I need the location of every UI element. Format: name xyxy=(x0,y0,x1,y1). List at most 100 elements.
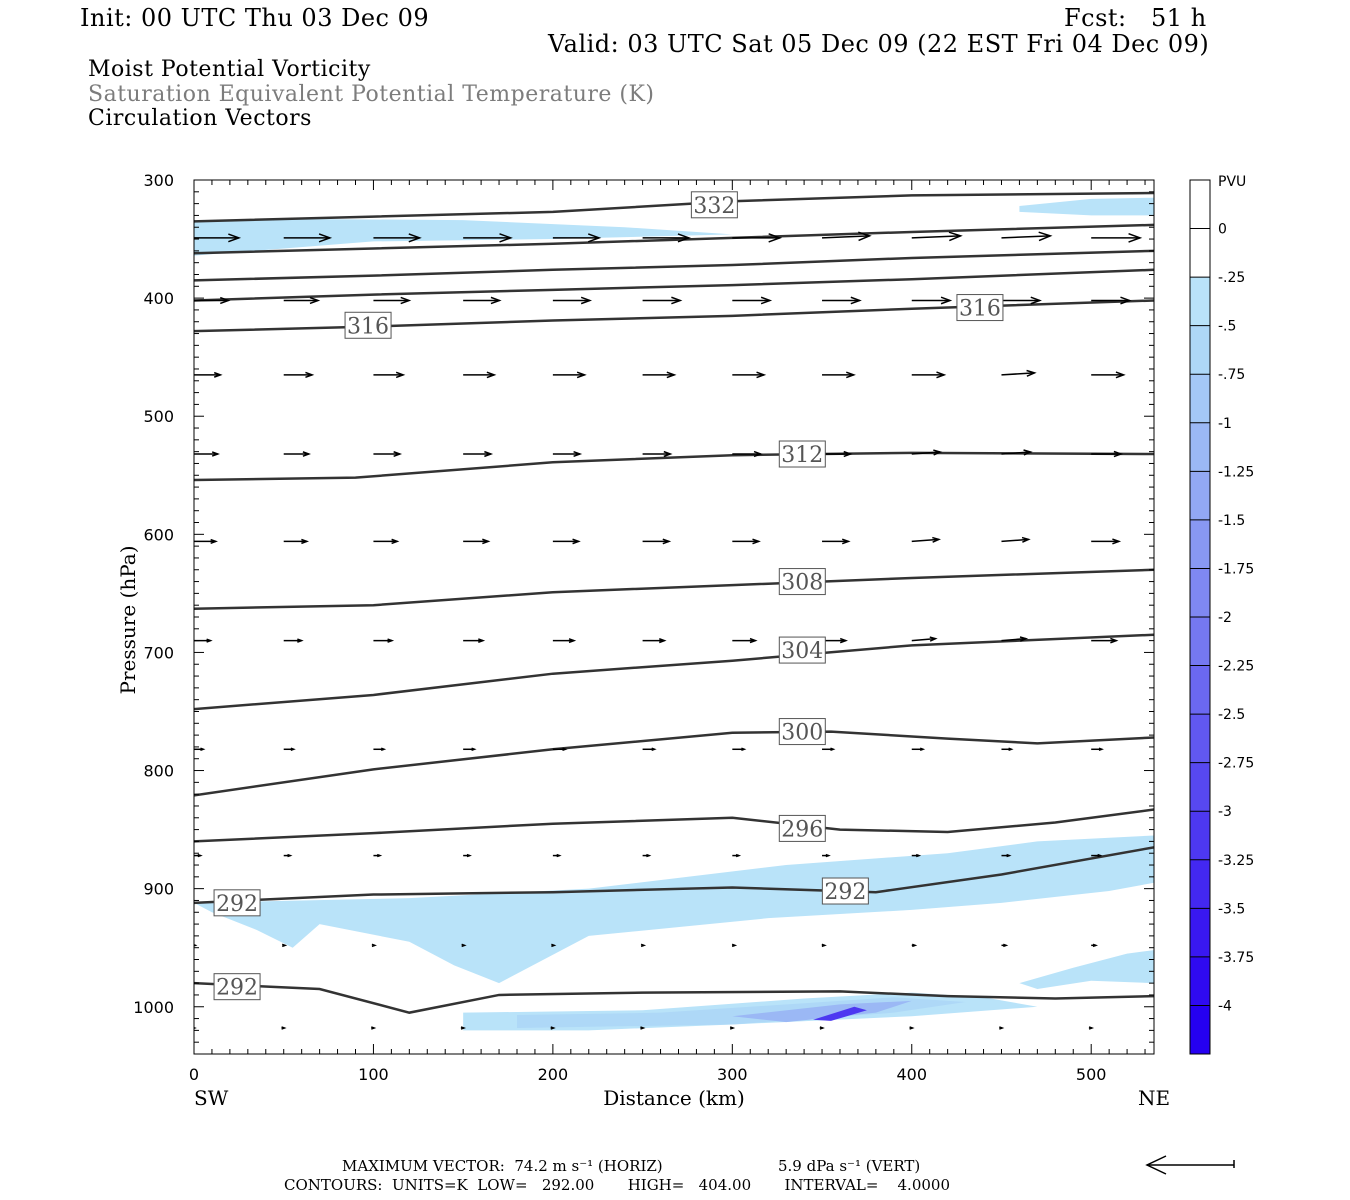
wind-vector xyxy=(283,638,304,643)
wind-vector-head xyxy=(841,538,851,545)
contour-label-text: 312 xyxy=(781,443,823,468)
wind-vector-head xyxy=(830,747,836,752)
wind-vector xyxy=(194,538,218,544)
wind-vector-head xyxy=(749,637,758,644)
max-vector-text: MAXIMUM VECTOR: 74.2 m s⁻¹ (HORIZ) xyxy=(342,1157,663,1175)
wind-vector-head xyxy=(768,233,783,243)
wind-vector-shaft xyxy=(1001,235,1051,239)
wind-vector-head xyxy=(1113,450,1124,458)
contour-label: 292 xyxy=(213,973,261,1001)
max-vector-arrow xyxy=(1145,1155,1235,1175)
wind-vector-head xyxy=(482,538,491,545)
wind-vector-head xyxy=(1003,943,1009,948)
wind-vector-head xyxy=(1023,449,1033,456)
wind-vector-head xyxy=(677,233,691,243)
wind-vector-shaft xyxy=(911,538,939,543)
wind-vector xyxy=(642,638,667,644)
wind-vector xyxy=(1091,747,1104,752)
wind-vector-head xyxy=(1006,853,1012,858)
wind-vector-head xyxy=(309,296,321,305)
wind-vector xyxy=(999,1026,1005,1030)
wind-vector-head xyxy=(281,943,288,948)
y-tick-label: 300 xyxy=(143,171,174,190)
wind-vector xyxy=(463,747,477,752)
wind-vector xyxy=(194,853,203,858)
y-tick-label: 400 xyxy=(143,289,174,308)
wind-vector-head xyxy=(850,296,862,305)
wind-vector-shaft xyxy=(1001,451,1031,455)
x-endpoint-right: NE xyxy=(1138,1086,1170,1110)
wind-vector xyxy=(1001,369,1037,377)
wind-vector xyxy=(1091,538,1122,545)
colorbar-label: -3.25 xyxy=(1218,853,1254,869)
wind-vector xyxy=(911,296,953,305)
wind-vector xyxy=(822,296,862,305)
contour-line-292 xyxy=(194,981,1154,1014)
wind-vector-head xyxy=(1115,371,1126,379)
wind-vector xyxy=(283,451,311,457)
colorbar-label: -2.75 xyxy=(1218,756,1254,772)
colorbar-bin xyxy=(1190,180,1210,230)
wind-vector-head xyxy=(568,638,577,644)
wind-vector xyxy=(463,638,486,644)
wind-vector xyxy=(1001,536,1031,543)
wind-vector-head xyxy=(580,296,593,305)
wind-vector xyxy=(642,450,673,458)
wind-vector-head xyxy=(651,747,657,752)
wind-vector-head xyxy=(646,853,652,858)
x-tick-label: 200 xyxy=(538,1065,569,1084)
wind-vector-head xyxy=(211,451,220,457)
wind-vector xyxy=(371,943,377,948)
wind-vector-head xyxy=(486,371,497,379)
wind-vector-head xyxy=(1008,747,1014,752)
wind-vector-head xyxy=(932,536,941,543)
contour-label-text: 316 xyxy=(959,297,1001,322)
contour-label-text: 296 xyxy=(781,817,823,842)
wind-vector xyxy=(283,233,333,243)
contour-label-text: 292 xyxy=(824,880,866,905)
wind-vector xyxy=(373,853,383,858)
wind-vector-head xyxy=(206,638,213,643)
contour-label-box xyxy=(213,889,261,917)
field-title-vectors: Circulation Vectors xyxy=(88,106,312,131)
wind-vector xyxy=(911,747,926,752)
wind-vector-head xyxy=(380,747,387,752)
wind-vector-head xyxy=(371,943,377,948)
colorbar-bin xyxy=(1190,811,1210,861)
colorbar-label: -.5 xyxy=(1218,319,1236,335)
colorbar-bin xyxy=(1190,956,1210,1006)
colorbar-label: -3.75 xyxy=(1218,950,1254,966)
wind-vector xyxy=(194,296,231,305)
wind-vector-head xyxy=(387,638,395,643)
wind-vector xyxy=(731,943,738,948)
wind-vector-head xyxy=(576,371,587,379)
wind-vector xyxy=(552,371,587,379)
x-endpoint-left: SW xyxy=(194,1086,229,1110)
wind-vector-head xyxy=(395,371,406,379)
wind-vector xyxy=(463,371,497,379)
wind-vector xyxy=(1001,296,1042,305)
wind-vector-head xyxy=(1088,1026,1095,1030)
wind-vector-head xyxy=(760,296,773,305)
wind-vector-head xyxy=(220,296,231,305)
field-title-pv: Moist Potential Vorticity xyxy=(88,57,371,82)
wind-vector-head xyxy=(200,747,206,752)
colorbar-bin xyxy=(1190,471,1210,521)
wind-vector-head xyxy=(408,233,422,243)
wind-vector-head xyxy=(213,371,223,378)
contour-line-316 xyxy=(194,299,1154,333)
wind-vector xyxy=(822,853,831,858)
wind-vector-head xyxy=(933,449,943,456)
wind-vector xyxy=(461,943,467,948)
wind-vector xyxy=(283,296,321,305)
wind-vector xyxy=(463,853,472,858)
x-tick-label: 400 xyxy=(896,1065,927,1084)
field-title-theta: Saturation Equivalent Potential Temperat… xyxy=(88,82,655,107)
colorbar-label: -3 xyxy=(1218,804,1232,820)
wind-vector-head xyxy=(640,943,647,948)
contour-label-box xyxy=(213,973,261,1001)
wind-vector xyxy=(552,638,577,644)
wind-vector xyxy=(283,747,296,752)
contour-label: 316 xyxy=(956,294,1004,322)
colorbar-bin xyxy=(1190,617,1210,667)
